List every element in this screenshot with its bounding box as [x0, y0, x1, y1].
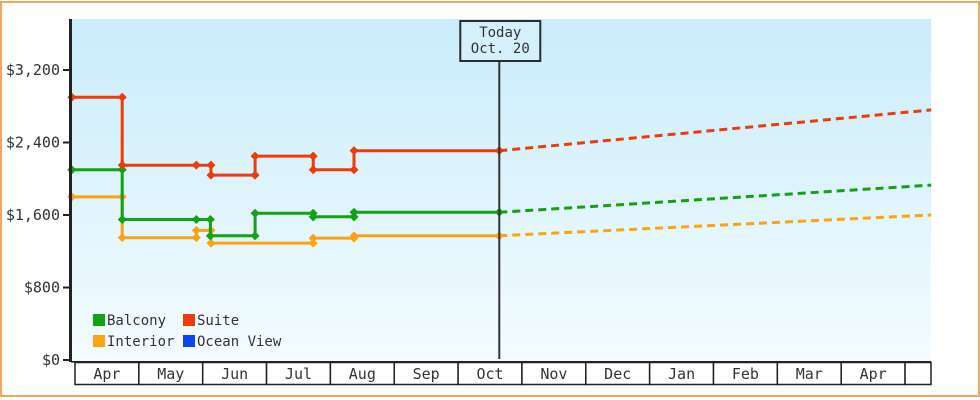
- month-label: Jul: [285, 365, 312, 383]
- month-label: Apr: [860, 365, 887, 383]
- series-marker-suite: [308, 151, 318, 161]
- series-marker-interior: [191, 233, 201, 243]
- month-label: Jun: [221, 365, 248, 383]
- month-label: Mar: [796, 365, 823, 383]
- series-marker-suite: [191, 160, 201, 170]
- series-marker-suite: [250, 151, 260, 161]
- y-tick-label: $800: [24, 279, 60, 297]
- series-marker-balcony: [117, 215, 127, 225]
- y-tick-label: $2,400: [6, 134, 60, 152]
- series-marker-balcony: [205, 215, 215, 225]
- series-marker-balcony: [349, 212, 359, 222]
- legend-swatch-ocean-view: [183, 335, 195, 347]
- y-tick-label: $0: [42, 351, 60, 369]
- series-marker-balcony: [191, 215, 201, 225]
- series-marker-balcony: [349, 207, 359, 217]
- legend-swatch-interior: [93, 335, 105, 347]
- series-projection-balcony: [499, 183, 932, 214]
- month-label: May: [157, 365, 184, 383]
- series-marker-balcony: [117, 165, 127, 175]
- series-marker-interior: [206, 238, 216, 248]
- month-label: Apr: [93, 365, 120, 383]
- plot-area: [72, 19, 931, 362]
- month-label: Dec: [604, 365, 631, 383]
- legend-swatch-balcony: [93, 314, 105, 326]
- month-label: Feb: [732, 365, 759, 383]
- today-box: [459, 20, 542, 62]
- series-marker-interior: [191, 225, 201, 235]
- y-tick-label: $3,200: [6, 61, 60, 79]
- month-label: Aug: [349, 365, 376, 383]
- series-marker-interior: [308, 233, 318, 243]
- chart-background: [72, 19, 931, 362]
- x-axis-month-strip: Apr May Jun Jul Aug Sep Oct Nov Dec Jan Feb Mar Apr: [74, 361, 932, 386]
- series-marker-suite: [117, 92, 127, 102]
- y-tick-label: $1,600: [6, 206, 60, 224]
- series-marker-suite: [349, 165, 359, 175]
- month-label: Sep: [413, 365, 440, 383]
- series-marker-interior: [349, 231, 359, 241]
- today-box-line1: Today: [479, 25, 521, 41]
- series-marker-interior: [117, 233, 127, 243]
- legend-swatch-suite: [183, 314, 195, 326]
- series-marker-suite: [117, 160, 127, 170]
- series-projection-suite: [499, 108, 932, 153]
- series-marker-interior: [308, 238, 318, 248]
- legend-label-suite: Suite: [197, 313, 239, 329]
- series-marker-balcony: [308, 212, 318, 222]
- series-marker-suite: [206, 170, 216, 180]
- series-marker-balcony: [250, 208, 260, 218]
- series-marker-suite: [206, 160, 216, 170]
- month-label: Nov: [540, 365, 567, 383]
- month-label: Oct: [476, 365, 503, 383]
- series-projection-interior: [499, 213, 932, 238]
- series-marker-balcony: [205, 231, 215, 241]
- month-label: Jan: [668, 365, 695, 383]
- series-marker-suite: [250, 170, 260, 180]
- series-marker-balcony: [250, 231, 260, 241]
- legend: Balcony Suite Interior Ocean View: [93, 313, 282, 350]
- series-marker-suite: [308, 165, 318, 175]
- legend-label-balcony: Balcony: [107, 313, 166, 329]
- month-cell-partial: [904, 361, 932, 386]
- today-box-line2: Oct. 20: [471, 41, 530, 57]
- legend-label-interior: Interior: [107, 334, 174, 350]
- legend-label-ocean-view: Ocean View: [197, 334, 282, 350]
- series-marker-suite: [349, 146, 359, 156]
- series-lines: [67, 92, 932, 248]
